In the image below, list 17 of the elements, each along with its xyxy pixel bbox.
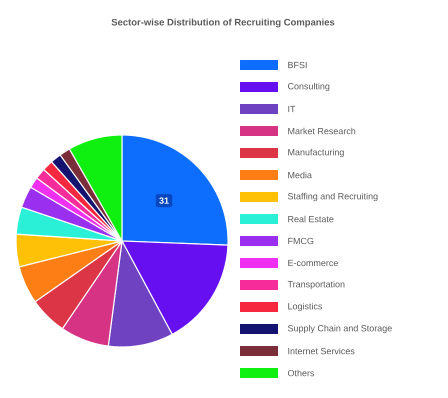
legend-label: Logistics <box>288 302 322 312</box>
legend-label: Manufacturing <box>288 148 344 158</box>
legend-label: Supply Chain and Storage <box>288 324 392 334</box>
legend-label: Consulting <box>288 82 330 92</box>
legend-label: Transportation <box>288 280 344 290</box>
legend-label: Media <box>288 172 312 178</box>
data-label: 31 <box>159 197 169 204</box>
legend-label: IT <box>288 106 296 112</box>
legend-label: Real Estate <box>288 216 334 222</box>
legend-label: Staffing and Recruiting <box>288 192 378 202</box>
legend-label: E-commerce <box>288 260 338 266</box>
legend-label: Others <box>288 370 314 376</box>
chart-title: Sector-wise Distribution of Recruiting Companies <box>112 18 334 28</box>
legend-label: BFSI <box>288 62 307 68</box>
legend-label: Market Research <box>288 128 356 134</box>
legend-label: Internet Services <box>288 348 354 354</box>
legend-label: FMCG <box>288 238 314 244</box>
